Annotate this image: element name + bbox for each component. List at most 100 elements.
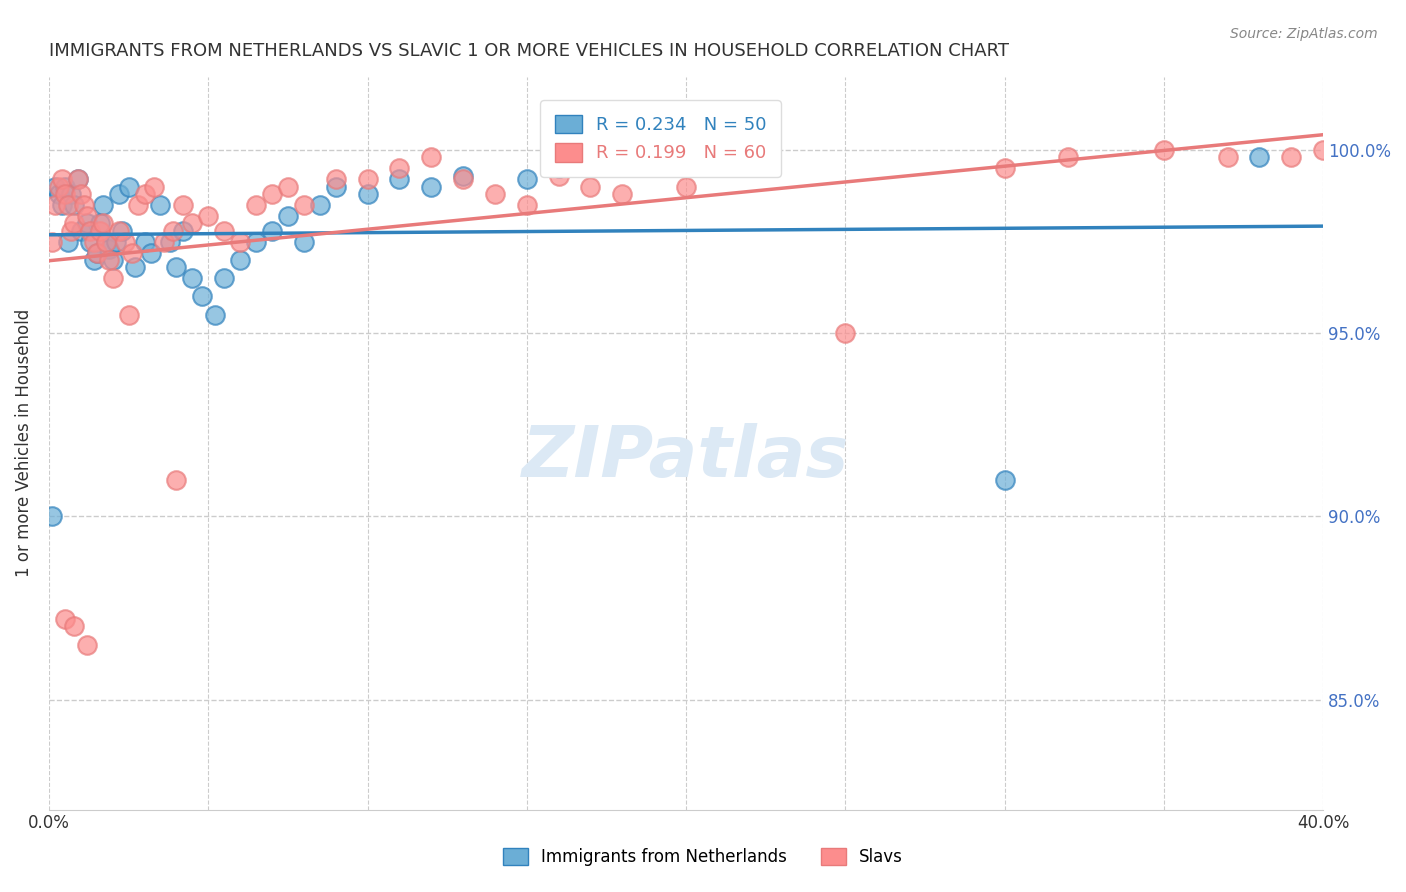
Point [356, 172, 378, 186]
Point [181, 216, 204, 230]
Point [212, 223, 235, 237]
Point [56, 235, 79, 249]
Point [516, 198, 538, 212]
Point [181, 271, 204, 285]
Point [1216, 150, 1239, 164]
Point [44, 198, 66, 212]
Point [675, 150, 697, 164]
Point [98, 242, 121, 256]
Point [91, 216, 114, 230]
Point [121, 245, 143, 260]
Point [114, 235, 136, 249]
Text: ZIPatlas: ZIPatlas [523, 423, 849, 492]
Point [79, 235, 101, 249]
Point [325, 179, 347, 194]
Point [101, 271, 124, 285]
Point [51, 172, 73, 186]
Point [73, 198, 96, 212]
Point [245, 198, 267, 212]
Point [204, 308, 226, 322]
Legend: Immigrants from Netherlands, Slavs: Immigrants from Netherlands, Slavs [495, 840, 911, 875]
Point [41, 509, 63, 524]
Point [56, 198, 79, 212]
Point [124, 260, 146, 275]
Point [117, 179, 139, 194]
Point [612, 186, 634, 201]
Point [41, 235, 63, 249]
Point [1153, 143, 1175, 157]
Point [245, 235, 267, 249]
Point [53, 179, 76, 194]
Point [96, 235, 118, 249]
Point [48, 186, 70, 201]
Point [229, 235, 252, 249]
Point [516, 172, 538, 186]
Point [420, 179, 443, 194]
Point [89, 216, 111, 230]
Point [83, 252, 105, 267]
Point [484, 186, 506, 201]
Point [325, 172, 347, 186]
Point [451, 172, 474, 186]
Point [69, 186, 91, 201]
Point [53, 186, 76, 201]
Point [134, 186, 156, 201]
Point [63, 198, 86, 212]
Point [89, 223, 111, 237]
Point [96, 235, 118, 249]
Point [197, 209, 219, 223]
Point [83, 235, 105, 249]
Point [86, 245, 108, 260]
Text: Source: ZipAtlas.com: Source: ZipAtlas.com [1230, 27, 1378, 41]
Point [149, 198, 172, 212]
Point [159, 235, 181, 249]
Point [76, 209, 98, 223]
Point [91, 198, 114, 212]
Point [388, 161, 411, 176]
Point [994, 161, 1017, 176]
Point [1279, 150, 1302, 164]
Point [111, 223, 134, 237]
Point [172, 198, 194, 212]
Point [1057, 150, 1080, 164]
Point [277, 179, 299, 194]
Point [117, 308, 139, 322]
Point [292, 235, 315, 249]
Point [579, 179, 602, 194]
Legend: R = 0.234   N = 50, R = 0.199   N = 60: R = 0.234 N = 50, R = 0.199 N = 60 [540, 100, 780, 177]
Point [139, 245, 162, 260]
Point [108, 186, 131, 201]
Point [69, 223, 91, 237]
Point [48, 179, 70, 194]
Point [143, 179, 166, 194]
Point [308, 198, 330, 212]
Point [134, 235, 156, 249]
Point [165, 260, 187, 275]
Point [277, 209, 299, 223]
Point [66, 172, 89, 186]
Point [260, 223, 283, 237]
Point [994, 473, 1017, 487]
Point [547, 161, 569, 176]
Point [76, 216, 98, 230]
Point [101, 252, 124, 267]
Point [1312, 143, 1334, 157]
Point [165, 473, 187, 487]
Point [834, 326, 856, 340]
Point [53, 612, 76, 626]
Point [260, 186, 283, 201]
Point [76, 638, 98, 652]
Point [86, 245, 108, 260]
Point [108, 223, 131, 237]
Point [66, 172, 89, 186]
Point [451, 169, 474, 183]
Point [152, 235, 174, 249]
Point [229, 252, 252, 267]
Point [44, 179, 66, 194]
Point [63, 216, 86, 230]
Point [212, 271, 235, 285]
Point [191, 289, 214, 303]
Point [60, 223, 83, 237]
Point [162, 223, 184, 237]
Point [79, 223, 101, 237]
